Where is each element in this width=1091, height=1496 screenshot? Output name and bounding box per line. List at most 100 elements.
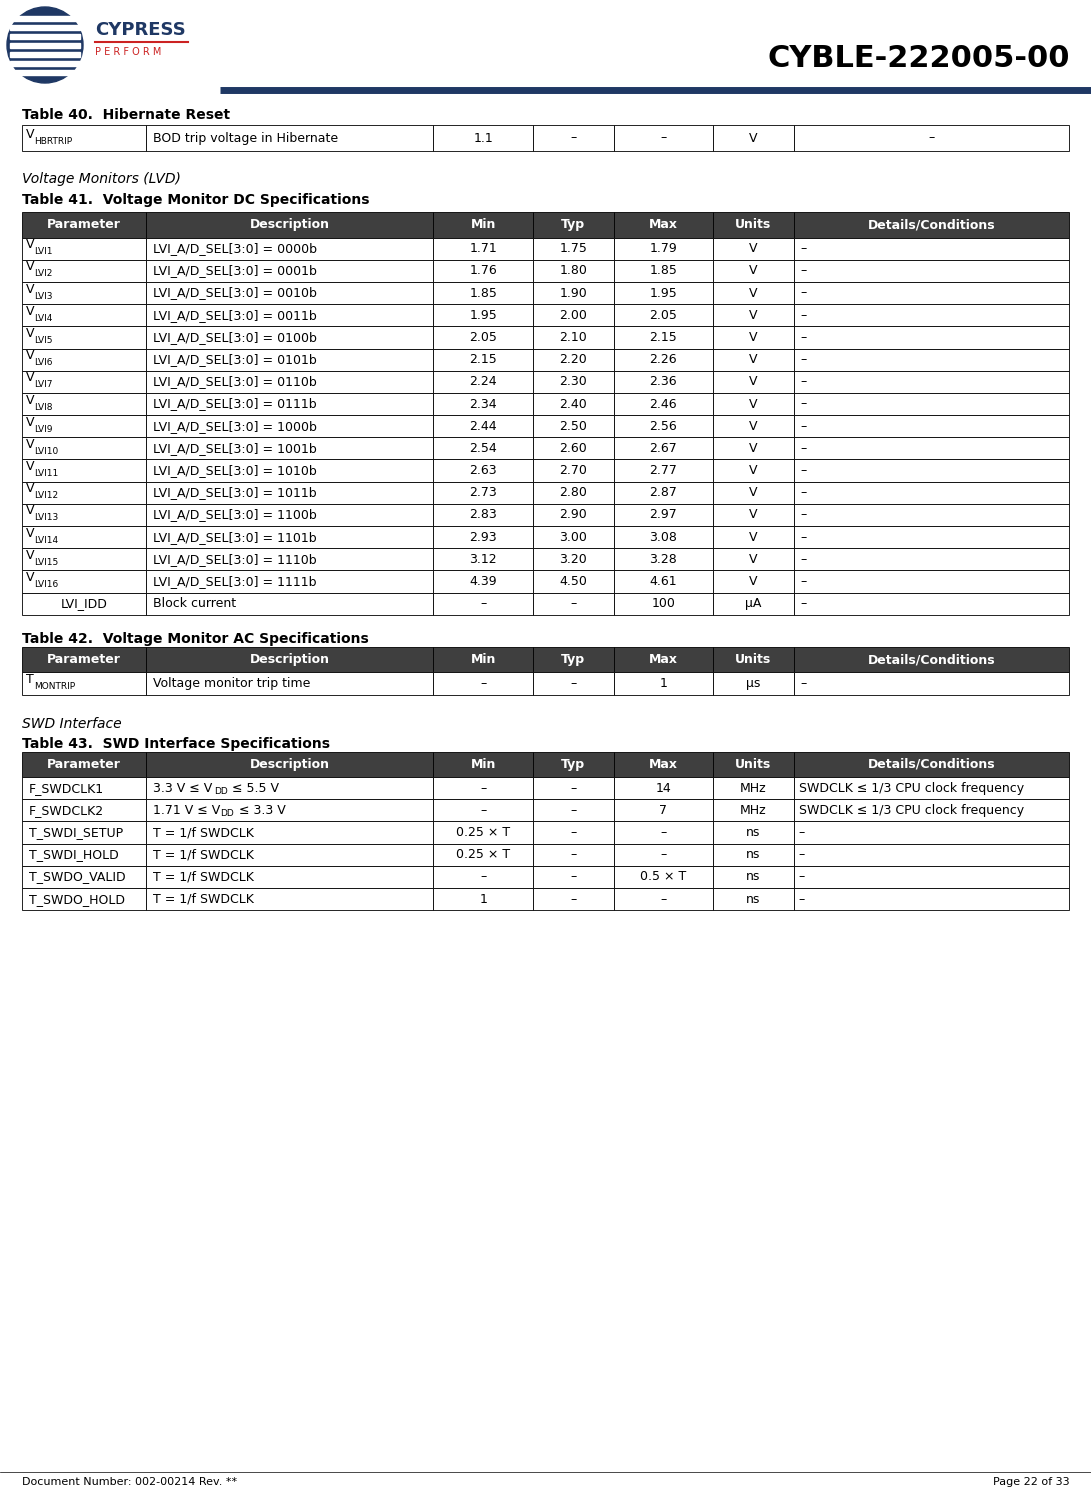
Text: CYPRESS: CYPRESS (95, 21, 185, 39)
Bar (532, 549, 613, 570)
Bar (613, 592, 714, 615)
Bar (145, 326, 433, 349)
Bar (714, 437, 793, 459)
Text: 2.70: 2.70 (560, 464, 587, 477)
Bar (793, 326, 1069, 349)
Bar (613, 212, 714, 238)
Bar (433, 672, 532, 694)
Bar (145, 393, 433, 414)
Text: 2.80: 2.80 (560, 486, 587, 500)
Text: –: – (571, 597, 576, 610)
Bar (433, 889, 532, 910)
Bar (532, 646, 613, 672)
Text: LVI_A/D_SEL[3:0] = 0100b: LVI_A/D_SEL[3:0] = 0100b (153, 331, 316, 344)
Bar (145, 646, 433, 672)
Text: T_SWDO_HOLD: T_SWDO_HOLD (29, 893, 125, 905)
Text: 4.39: 4.39 (469, 574, 497, 588)
Text: 1.95: 1.95 (469, 308, 497, 322)
Bar (22, 212, 145, 238)
Bar (714, 776, 793, 799)
Text: V: V (750, 531, 757, 543)
Bar (145, 592, 433, 615)
Text: T_SWDO_VALID: T_SWDO_VALID (29, 871, 125, 884)
Bar (613, 821, 714, 844)
Text: ns: ns (746, 848, 760, 862)
Bar (22, 393, 145, 414)
Text: 2.05: 2.05 (469, 331, 497, 344)
Text: 2.77: 2.77 (649, 464, 678, 477)
Text: Parameter: Parameter (47, 758, 121, 770)
Circle shape (7, 7, 83, 82)
Text: 2.10: 2.10 (560, 331, 587, 344)
Bar (613, 646, 714, 672)
Text: T_SWDI_HOLD: T_SWDI_HOLD (29, 848, 119, 862)
Text: V: V (750, 353, 757, 367)
Text: 2.63: 2.63 (469, 464, 497, 477)
Bar (433, 549, 532, 570)
Bar (714, 504, 793, 527)
Text: 1.71: 1.71 (469, 242, 497, 256)
Text: Units: Units (735, 654, 771, 666)
Text: Details/Conditions: Details/Conditions (867, 654, 995, 666)
Bar (22, 126, 145, 151)
Bar (793, 821, 1069, 844)
Text: Units: Units (735, 218, 771, 232)
Text: μs: μs (746, 678, 760, 690)
Bar (145, 349, 433, 371)
Bar (433, 776, 532, 799)
Bar (613, 751, 714, 776)
Text: V: V (750, 420, 757, 432)
Bar (10, 42, 80, 48)
Bar (22, 527, 145, 549)
Text: 2.46: 2.46 (649, 398, 678, 410)
Text: V: V (26, 438, 35, 450)
Text: –: – (571, 132, 576, 145)
Bar (433, 821, 532, 844)
Text: –: – (801, 441, 807, 455)
Bar (613, 866, 714, 889)
Bar (613, 393, 714, 414)
Bar (22, 799, 145, 821)
Text: V: V (26, 349, 35, 362)
Bar (793, 592, 1069, 615)
Text: –: – (571, 803, 576, 817)
Bar (613, 304, 714, 326)
Text: 1.95: 1.95 (649, 287, 678, 299)
Bar (433, 751, 532, 776)
Bar (145, 238, 433, 260)
Text: 3.12: 3.12 (469, 554, 497, 565)
Text: V: V (750, 242, 757, 256)
Text: 1.75: 1.75 (560, 242, 587, 256)
Bar (793, 570, 1069, 592)
Text: 2.15: 2.15 (649, 331, 678, 344)
Text: LVI_A/D_SEL[3:0] = 0011b: LVI_A/D_SEL[3:0] = 0011b (153, 308, 316, 322)
Text: LVI_A/D_SEL[3:0] = 1010b: LVI_A/D_SEL[3:0] = 1010b (153, 464, 316, 477)
Text: 1.80: 1.80 (560, 265, 587, 277)
Bar (714, 349, 793, 371)
Text: LVI4: LVI4 (34, 314, 52, 323)
Text: –: – (571, 782, 576, 794)
Text: 1.85: 1.85 (469, 287, 497, 299)
Text: 3.3 V ≤ V: 3.3 V ≤ V (153, 782, 212, 794)
Bar (613, 504, 714, 527)
Text: Table 42.  Voltage Monitor AC Specifications: Table 42. Voltage Monitor AC Specificati… (22, 631, 369, 646)
Text: –: – (660, 132, 667, 145)
Bar (714, 646, 793, 672)
Text: V: V (26, 127, 35, 141)
Bar (793, 844, 1069, 866)
Text: V: V (26, 371, 35, 384)
Text: Min: Min (470, 654, 496, 666)
Bar (714, 482, 793, 504)
Text: LVI5: LVI5 (34, 337, 52, 346)
Text: V: V (750, 464, 757, 477)
Bar (613, 527, 714, 549)
Bar (22, 821, 145, 844)
Text: 3.20: 3.20 (560, 554, 587, 565)
Text: Units: Units (735, 758, 771, 770)
Text: MHz: MHz (740, 803, 767, 817)
Text: –: – (801, 678, 807, 690)
Text: SWD Interface: SWD Interface (22, 717, 121, 730)
Bar (793, 393, 1069, 414)
Text: –: – (480, 678, 487, 690)
Text: 2.15: 2.15 (469, 353, 497, 367)
